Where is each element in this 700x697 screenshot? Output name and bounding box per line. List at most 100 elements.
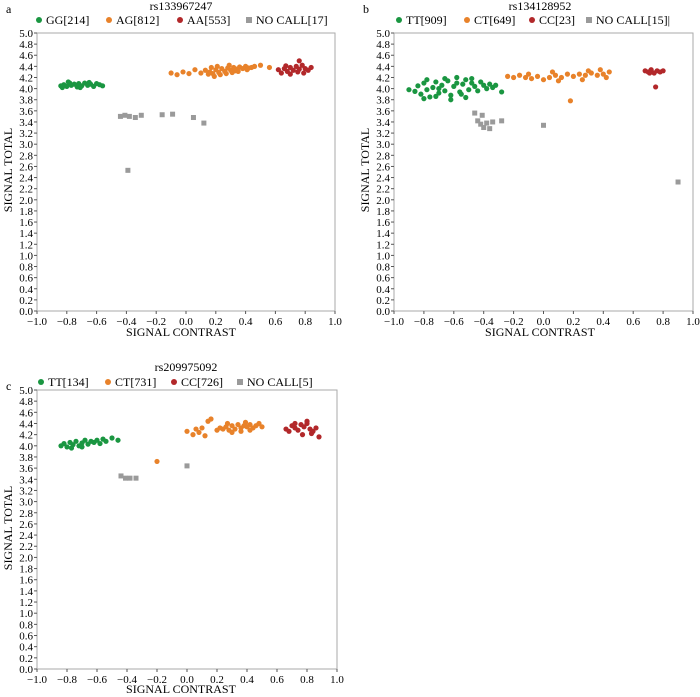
panel-a-point <box>202 67 208 73</box>
panel-b-point <box>418 91 424 97</box>
panel-a-y-tick-label: 1.4 <box>19 228 33 240</box>
panel-c-point <box>235 421 241 428</box>
panel-a-y-tick-label: 2.6 <box>19 161 33 173</box>
panel-b-point <box>479 112 485 118</box>
panel-c-point <box>295 427 301 433</box>
panel-b-point <box>541 122 546 128</box>
panel-c-point <box>316 434 322 440</box>
panel-a-point <box>211 73 217 79</box>
panel-b-legend-item-4: NO CALL[15]| <box>586 13 670 27</box>
panel-b-point <box>448 97 454 103</box>
panel-b-legend-label-3: CC[23] <box>539 13 575 27</box>
panel-b-point <box>406 87 412 93</box>
panel-a-point <box>132 115 138 121</box>
panel-b-point <box>653 84 659 90</box>
panel-c-x-tick-label: 0.4 <box>240 674 254 686</box>
panel-c-y-tick-label: 4.0 <box>19 441 33 453</box>
panel-a-point <box>190 115 196 121</box>
panel-c-y-tick-label: 4.6 <box>19 407 33 419</box>
panel-b-point <box>510 74 517 81</box>
panel-c-point <box>127 475 133 481</box>
panel-b-point <box>424 87 430 93</box>
panel-c-series-2 <box>154 416 265 465</box>
panel-a-point <box>59 84 65 91</box>
panel-b-y-tick-label: 1.6 <box>376 217 390 229</box>
panel-b-point <box>427 94 433 100</box>
panel-b-point <box>579 77 585 83</box>
panel-a-point <box>301 70 307 76</box>
panel-b-y-tick-label: 4.4 <box>376 61 390 73</box>
panel-c-point <box>61 440 67 447</box>
panel-c-y-tick-label: 4.4 <box>19 418 33 430</box>
panel-b-legend-item-2: CT[649] <box>464 13 515 27</box>
panel-a-y-tick-label: 1.8 <box>19 206 33 218</box>
panel-b-point <box>463 94 469 101</box>
panel-b-series-2 <box>505 67 612 104</box>
panel-b-x-tick-label: 0.4 <box>596 316 610 328</box>
panel-a-y-tick-label: 3.4 <box>19 117 33 129</box>
panel-b-point <box>481 125 487 131</box>
panel-b-point <box>525 71 532 77</box>
panel-b-x-tick-label: 0.2 <box>567 316 581 328</box>
panel-a-x-tick-label: 0.2 <box>209 316 223 328</box>
panel-b: b rs134128952 TT[909] CT[649] CC[23] NO … <box>358 0 700 339</box>
panel-a-point <box>125 167 131 173</box>
panel-c-y-tick-label: 0.6 <box>19 631 33 643</box>
panel-b-point <box>540 77 547 83</box>
panel-c-y-tick-label: 2.6 <box>19 519 33 531</box>
panel-c-y-tick-label: 2.4 <box>19 530 33 542</box>
panel-b-y-tick-label: 0.4 <box>376 284 390 296</box>
panel-a-point <box>168 70 174 76</box>
panel-c-y-tick-label: 1.8 <box>19 564 33 576</box>
panel-c-y-tick-label: 3.6 <box>19 463 33 475</box>
panel-c-point <box>256 420 262 427</box>
panel-a-x-tick-label: −0.2 <box>146 316 166 328</box>
panel-a-point <box>287 71 293 77</box>
panel-a-point <box>201 120 207 126</box>
panel-c-legend-label-4: NO CALL[5] <box>247 375 313 389</box>
panel-a-point <box>275 67 281 73</box>
panel-b-point <box>555 78 562 84</box>
panel-a-legend-label-2: AG[812] <box>116 13 159 27</box>
panel-a-point <box>198 70 204 76</box>
panel-b-y-tick-label: 2.8 <box>376 150 390 162</box>
panel-c-y-tick-label: 2.2 <box>19 541 33 553</box>
panel-c-legend-label-1: TT[134] <box>48 375 89 389</box>
panel-b-point <box>570 73 577 79</box>
panel-b-x-tick-label: −0.4 <box>474 316 494 328</box>
panel-a-point <box>122 112 128 118</box>
panel-c-point <box>313 425 319 431</box>
panel-b-y-tick-label: 0.2 <box>376 295 390 307</box>
panel-a-y-tick-label: 0.0 <box>19 306 33 318</box>
panel-a-point <box>86 79 92 86</box>
panel-c-legend-label-3: CC[726] <box>181 375 223 389</box>
panel-c-point <box>109 435 115 441</box>
panel-b-point <box>454 74 460 81</box>
panel-c-point <box>103 438 109 444</box>
panel-b-point <box>463 77 469 83</box>
panel-c-point <box>308 430 315 437</box>
panel-a-point <box>64 83 70 89</box>
panel-a-y-tick-label: 4.6 <box>19 50 33 62</box>
panel-c-x-tick-label: 0.6 <box>270 674 284 686</box>
panel-a-point <box>117 113 123 119</box>
panel-c-y-tick-label: 1.0 <box>19 608 33 620</box>
panel-c-series-1 <box>58 435 121 451</box>
panel-a-point <box>251 63 258 69</box>
panel-b-point <box>493 82 499 88</box>
panel-b-xlabel: SIGNAL CONTRAST <box>485 325 596 339</box>
panel-c-y-tick-label: 3.4 <box>19 474 33 486</box>
panel-c-y-tick-label: 5.0 <box>19 385 33 397</box>
panel-c-point <box>190 432 196 438</box>
panel-a-y-tick-label: 1.2 <box>19 239 33 251</box>
panel-b-y-tick-label: 3.0 <box>376 139 390 151</box>
panel-c-point <box>184 463 190 469</box>
panel-b-point <box>546 74 553 81</box>
panel-c-y-tick-label: 4.8 <box>19 396 33 408</box>
panel-a-point <box>257 62 264 68</box>
panel-c-y-tick-label: 1.4 <box>19 586 33 598</box>
panel-c-point <box>115 437 121 443</box>
panel-b-point <box>436 90 442 96</box>
panel-c-plot: 0.00.20.40.60.81.01.21.41.61.82.02.22.42… <box>19 385 344 686</box>
panel-b-point <box>472 83 478 89</box>
